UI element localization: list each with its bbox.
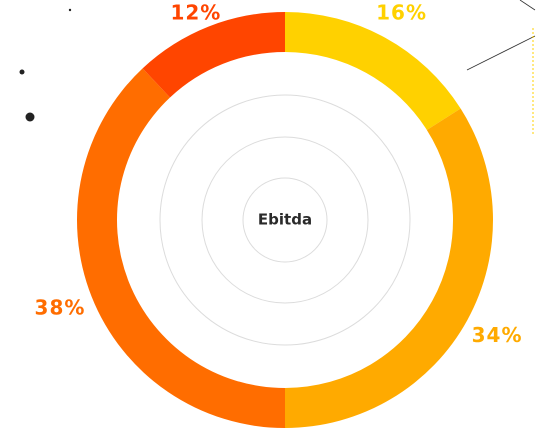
value-label: 12% [170,1,221,25]
value-label: 38% [35,296,86,320]
pointer-line [466,35,536,71]
dot [25,112,35,122]
donut-segment [285,108,493,428]
pointer-line [519,0,536,11]
value-label: 34% [472,323,523,347]
dot [68,8,72,12]
ring [242,177,328,263]
donut-segment [77,68,285,429]
dot [19,69,25,75]
decorations [19,0,536,136]
donut-segment [285,12,461,130]
center-label: Ebitda [258,211,312,229]
ring [201,136,369,304]
inner-rings [159,94,411,346]
donut-segment [142,12,285,98]
ring [159,94,411,346]
value-label: 16% [376,1,427,25]
